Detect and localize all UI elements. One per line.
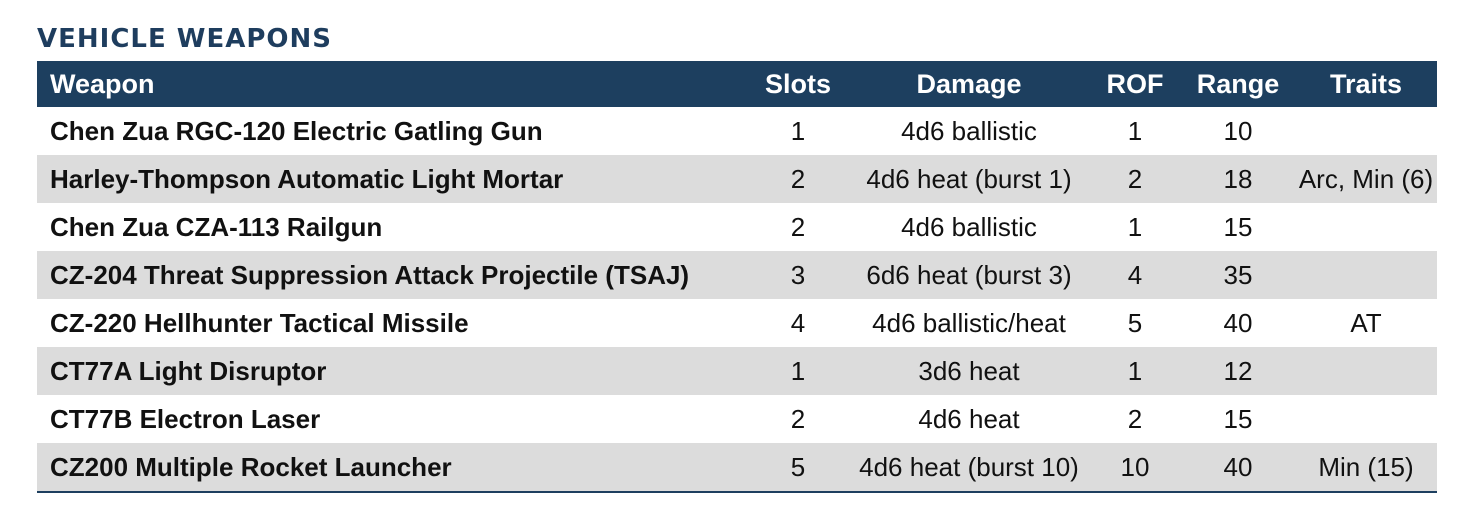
weapon-name-cell: CZ-204 Threat Suppression Attack Project…: [50, 260, 690, 290]
rof-cell: 2: [1127, 404, 1143, 434]
traits-cell: [1295, 395, 1437, 443]
range-cell: 18: [1223, 164, 1253, 194]
slots-cell: 1: [790, 116, 806, 146]
slots-cell: 5: [790, 452, 806, 482]
table-row: CT77B Electron Laser 2 4d6 heat 2 15: [37, 395, 1437, 443]
table-row: CZ-204 Threat Suppression Attack Project…: [37, 251, 1437, 299]
rof-cell: 2: [1127, 164, 1143, 194]
slots-cell: 1: [790, 356, 806, 386]
vehicle-weapons-table: Weapon Slots Damage ROF Range Traits Che…: [37, 61, 1437, 493]
rof-cell: 4: [1127, 260, 1143, 290]
table-row: Chen Zua CZA-113 Railgun 2 4d6 ballistic…: [37, 203, 1437, 251]
page-title: VEHICLE WEAPONS: [37, 24, 332, 54]
column-header-rof: ROF: [1106, 69, 1164, 99]
range-cell: 15: [1223, 212, 1253, 242]
weapon-name-cell: CT77B Electron Laser: [50, 404, 321, 434]
traits-cell: [1295, 107, 1437, 155]
slots-cell: 2: [790, 164, 806, 194]
damage-cell: 4d6 heat: [918, 404, 1020, 434]
range-cell: 40: [1223, 452, 1253, 482]
range-cell: 15: [1223, 404, 1253, 434]
range-cell: 10: [1223, 116, 1253, 146]
traits-cell: AT: [1350, 308, 1382, 338]
range-cell: 35: [1223, 260, 1253, 290]
range-cell: 12: [1223, 356, 1253, 386]
traits-cell: [1295, 203, 1437, 251]
rof-cell: 1: [1127, 116, 1143, 146]
table-row: Harley-Thompson Automatic Light Mortar 2…: [37, 155, 1437, 203]
traits-cell: [1295, 251, 1437, 299]
slots-cell: 4: [790, 308, 806, 338]
column-header-weapon: Weapon: [50, 69, 155, 99]
traits-cell: Min (15): [1318, 452, 1414, 482]
damage-cell: 4d6 ballistic: [901, 212, 1037, 242]
column-header-damage: Damage: [916, 69, 1022, 99]
damage-cell: 4d6 ballistic/heat: [872, 308, 1066, 338]
table-row: CT77A Light Disruptor 1 3d6 heat 1 12: [37, 347, 1437, 395]
traits-cell: Arc, Min (6): [1298, 164, 1434, 194]
rof-cell: 5: [1127, 308, 1143, 338]
slots-cell: 3: [790, 260, 806, 290]
rof-cell: 10: [1120, 452, 1150, 482]
traits-cell: [1295, 347, 1437, 395]
damage-cell: 4d6 heat (burst 10): [859, 452, 1079, 482]
weapon-name-cell: Harley-Thompson Automatic Light Mortar: [50, 164, 564, 194]
slots-cell: 2: [790, 404, 806, 434]
range-cell: 40: [1223, 308, 1253, 338]
column-header-range: Range: [1196, 69, 1280, 99]
weapon-name-cell: CT77A Light Disruptor: [50, 356, 327, 386]
table-body: Chen Zua RGC-120 Electric Gatling Gun 1 …: [37, 107, 1437, 492]
rof-cell: 1: [1127, 212, 1143, 242]
damage-cell: 4d6 ballistic: [901, 116, 1037, 146]
damage-cell: 4d6 heat (burst 1): [866, 164, 1072, 194]
slots-cell: 2: [790, 212, 806, 242]
table-row: Chen Zua RGC-120 Electric Gatling Gun 1 …: [37, 107, 1437, 155]
weapon-name-cell: CZ-220 Hellhunter Tactical Missile: [50, 308, 469, 338]
damage-cell: 3d6 heat: [918, 356, 1020, 386]
table-row: CZ-220 Hellhunter Tactical Missile 4 4d6…: [37, 299, 1437, 347]
column-header-slots: Slots: [764, 69, 831, 99]
rof-cell: 1: [1127, 356, 1143, 386]
weapon-name-cell: Chen Zua CZA-113 Railgun: [50, 212, 383, 242]
weapon-name-cell: CZ200 Multiple Rocket Launcher: [50, 452, 452, 482]
column-header-traits: Traits: [1329, 69, 1403, 99]
table-header: Weapon Slots Damage ROF Range Traits: [37, 61, 1437, 107]
weapon-name-cell: Chen Zua RGC-120 Electric Gatling Gun: [50, 116, 543, 146]
header-row: Weapon Slots Damage ROF Range Traits: [37, 61, 1437, 107]
table-row: CZ200 Multiple Rocket Launcher 5 4d6 hea…: [37, 443, 1437, 492]
damage-cell: 6d6 heat (burst 3): [866, 260, 1072, 290]
